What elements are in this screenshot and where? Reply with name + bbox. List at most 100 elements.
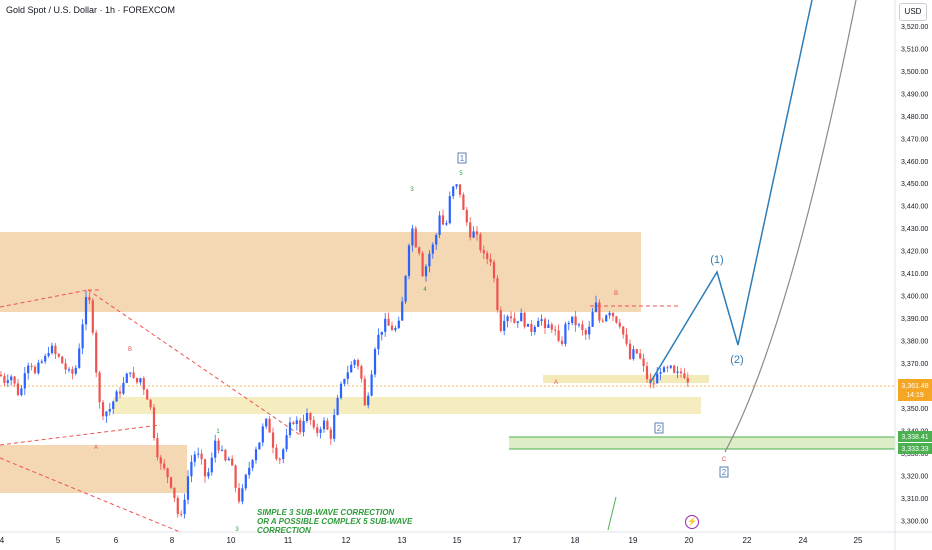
- candle-body: [628, 343, 632, 359]
- candle-body: [530, 323, 533, 332]
- price-tick-label: 3,510.00: [901, 46, 928, 53]
- candle-body: [105, 411, 108, 417]
- candle-body: [373, 349, 377, 375]
- time-tick-label: 17: [513, 536, 522, 545]
- candle-body: [234, 465, 237, 488]
- candle-body: [13, 376, 16, 384]
- candle-body: [421, 253, 424, 277]
- candle-body: [656, 373, 659, 384]
- wave-2-box: [654, 422, 664, 434]
- arrow-up-green: [607, 496, 617, 531]
- candle-body: [78, 348, 81, 368]
- candle-body: [475, 231, 479, 235]
- candle-body: [50, 345, 54, 354]
- candle-body: [577, 324, 581, 326]
- candle-body: [74, 367, 77, 374]
- candle-body: [557, 330, 560, 341]
- candle-body: [186, 476, 190, 500]
- wave-a-right-label: A: [554, 380, 558, 386]
- candle-body: [159, 457, 162, 464]
- time-axis[interactable]: 4 5 6 8 10 11 12 13 15 17 18 19 20 22 24 25: [0, 536, 863, 545]
- candle-body: [135, 377, 139, 383]
- candle-body: [30, 365, 33, 367]
- price-value-3333: 3,333.33: [901, 446, 928, 453]
- candle-body: [217, 440, 220, 451]
- candle-body: [469, 222, 472, 238]
- candle-body: [418, 247, 421, 254]
- candle-body: [343, 378, 346, 384]
- alert-icon[interactable]: ⚡: [685, 515, 699, 529]
- candle-body: [81, 324, 84, 349]
- candle-body: [173, 487, 176, 498]
- candle-body: [686, 378, 689, 383]
- candle-body: [669, 365, 672, 368]
- price-axis-bg: [895, 0, 932, 550]
- price-tick-label: 3,390.00: [901, 316, 928, 323]
- green-target-zone: [509, 437, 895, 449]
- candle-body: [407, 245, 411, 276]
- annotation-line-1: SIMPLE 3 SUB-WAVE CORRECTION: [257, 508, 395, 517]
- candle-body: [618, 322, 621, 327]
- candle-body: [47, 353, 50, 357]
- candle-body: [377, 334, 380, 350]
- candle-body: [547, 324, 550, 328]
- candle-body: [346, 372, 349, 379]
- candle-body: [404, 275, 407, 302]
- time-tick-label: 19: [629, 536, 638, 545]
- time-tick-label: 4: [0, 536, 5, 545]
- price-tick-label: 3,410.00: [901, 271, 928, 278]
- trendline-down: [87, 289, 301, 436]
- wave-c-label: C: [722, 457, 727, 463]
- candle-body: [445, 223, 448, 225]
- candle-body: [254, 449, 258, 461]
- candle-body: [482, 250, 485, 254]
- candle-body: [560, 340, 564, 344]
- candle-body: [319, 429, 322, 433]
- candle-body: [472, 231, 475, 238]
- candle-body: [149, 399, 152, 408]
- candle-body: [101, 402, 105, 417]
- candle-body: [567, 322, 570, 325]
- candle-body: [183, 499, 186, 515]
- candle-body: [516, 321, 519, 323]
- candle-body: [455, 184, 458, 187]
- candle-body: [108, 408, 111, 412]
- candle-body: [526, 323, 530, 327]
- candle-body: [608, 312, 611, 316]
- candle-body: [673, 365, 676, 373]
- candle-body: [163, 463, 166, 469]
- price-tick-label: 3,310.00: [901, 496, 928, 503]
- candle-body: [513, 318, 516, 323]
- candle-body: [6, 380, 9, 383]
- candle-body: [203, 459, 207, 477]
- candle-body: [486, 253, 489, 259]
- candle-body: [390, 325, 394, 331]
- candle-body: [258, 442, 261, 450]
- candle-body: [210, 457, 213, 473]
- currency-button[interactable]: USD: [899, 3, 927, 21]
- candle-body: [639, 353, 642, 359]
- candle-body: [309, 413, 312, 421]
- time-tick-label: 22: [743, 536, 752, 545]
- candle-body: [176, 497, 179, 514]
- wave-b-label: B: [128, 347, 132, 353]
- candle-body: [16, 383, 20, 396]
- candle-body: [285, 435, 288, 450]
- candle-body: [611, 312, 615, 317]
- candle-body: [112, 401, 115, 409]
- wave-paren-1-label: (1): [710, 254, 723, 266]
- price-tick-label: 3,460.00: [901, 159, 928, 166]
- candle-body: [33, 366, 37, 374]
- candle-body: [625, 334, 628, 344]
- candle-body: [679, 371, 683, 374]
- candle-body: [302, 421, 305, 433]
- candle-body: [676, 371, 679, 373]
- candle-body: [550, 324, 553, 330]
- candle-body: [605, 315, 608, 322]
- candle-body: [299, 420, 302, 433]
- candle-body: [411, 228, 414, 246]
- price-tick-label: 3,300.00: [901, 518, 928, 525]
- candle-body: [435, 234, 438, 245]
- candle-body: [509, 316, 513, 319]
